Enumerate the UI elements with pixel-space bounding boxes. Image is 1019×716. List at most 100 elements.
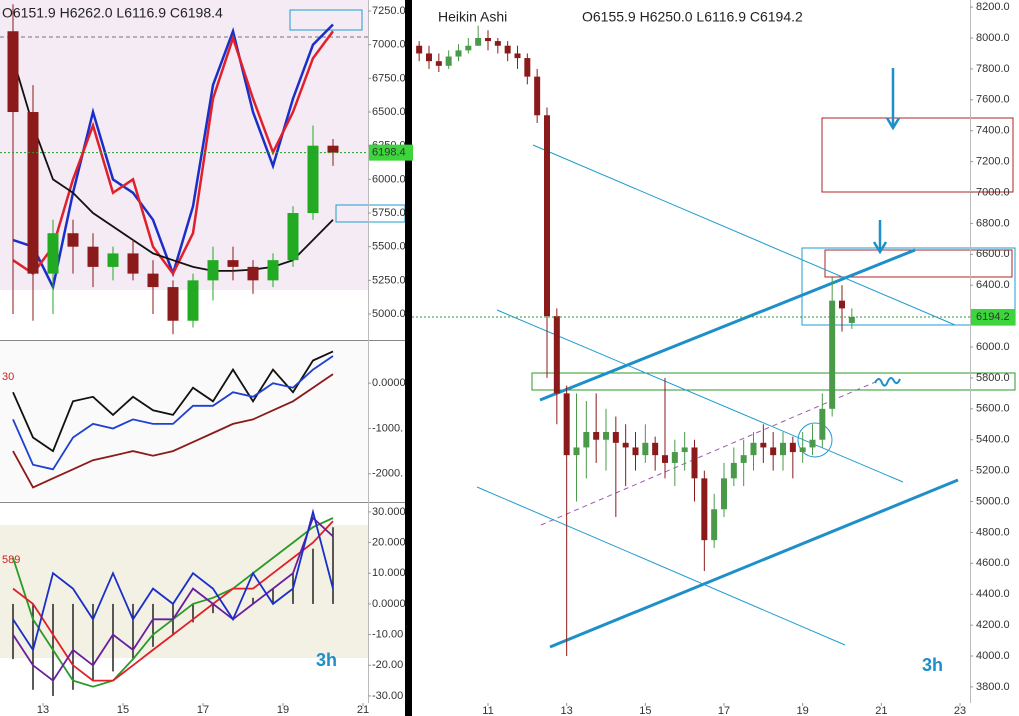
candle-body: [721, 478, 728, 510]
indicator-line: [12, 508, 334, 653]
indicator-line: [12, 520, 334, 682]
trend-line: [549, 478, 959, 649]
candle-body: [465, 45, 472, 51]
candle-body: [760, 442, 767, 448]
y-tick-label: 6000.0: [372, 173, 406, 185]
y-tick-label: 7250.0: [372, 5, 406, 17]
candle-body: [475, 38, 482, 46]
y-tick-label: 5500.0: [372, 241, 406, 253]
y-tick-label: 20.000: [372, 536, 406, 548]
candle-body: [67, 233, 79, 247]
candle-body: [267, 260, 279, 281]
last-price-box: [971, 309, 1015, 326]
y-tick-label: 6500.0: [372, 106, 406, 118]
zone: [531, 372, 1016, 391]
candle-body: [740, 455, 747, 463]
candle-body: [307, 145, 319, 214]
candle-body: [681, 447, 688, 453]
x-tick-label: 19: [277, 704, 289, 716]
last-price-label: 6198.4: [372, 147, 406, 159]
timeframe: 3h: [922, 655, 943, 675]
y-tick-label: -20.00: [372, 659, 403, 671]
y-tick-label: 4400.0: [976, 588, 1010, 600]
candle-body: [435, 61, 442, 66]
y-tick-label: 6750.0: [372, 72, 406, 84]
candle-body: [671, 452, 678, 463]
x-tick-label: 17: [197, 704, 209, 716]
candle-body: [445, 56, 452, 66]
highlight-circle: [797, 422, 833, 458]
x-tick-label: 21: [357, 704, 369, 716]
y-tick-label: 5800.0: [976, 372, 1010, 384]
x-tick-label: 19: [797, 705, 809, 716]
y-tick-label: -2000.: [372, 468, 403, 480]
candle-body: [593, 431, 600, 440]
x-tick-label: 13: [37, 704, 49, 716]
candle-body: [27, 112, 39, 274]
candle-body: [632, 447, 639, 456]
indicator-line: [12, 355, 334, 471]
pane-bg: [0, 0, 368, 290]
last-price-box: [369, 144, 413, 161]
indicator-label: 30: [2, 371, 14, 383]
y-tick-label: 30.000: [372, 506, 406, 518]
y-tick-label: 5250.0: [372, 274, 406, 286]
candle-body: [167, 287, 179, 321]
x-tick-label: 21: [875, 705, 887, 716]
candle-body: [622, 442, 629, 448]
trend-line: [540, 379, 881, 526]
candle-body: [425, 53, 432, 62]
candle-body: [455, 50, 462, 57]
x-tick-label: 13: [561, 705, 573, 716]
candle-body: [750, 442, 757, 456]
candle-body: [799, 447, 806, 453]
candle-body: [730, 462, 737, 479]
candle-body: [642, 442, 649, 456]
squiggle: [874, 377, 901, 387]
y-tick-label: 7200.0: [976, 156, 1010, 168]
ohlc-header: O6151.9 H6262.0 L6116.9 C6198.4: [2, 5, 223, 21]
candle-body: [701, 478, 708, 541]
candle-body: [652, 442, 659, 456]
y-tick-label: 7800.0: [976, 63, 1010, 75]
timeframe: 3h: [316, 650, 337, 670]
candle-body: [504, 45, 511, 54]
y-tick-label: 5200.0: [976, 465, 1010, 477]
indicator-line: [12, 57, 334, 272]
y-tick-label: 10.000: [372, 567, 406, 579]
candle-body: [47, 233, 59, 274]
y-tick-label: 7600.0: [976, 94, 1010, 106]
y-tick-label: 7000.0: [976, 186, 1010, 198]
y-tick-label: 6400.0: [976, 279, 1010, 291]
candle-body: [770, 447, 777, 456]
candle-body: [416, 45, 423, 54]
x-tick-label: 15: [117, 704, 129, 716]
trend-line: [476, 486, 846, 646]
candle-body: [514, 53, 521, 59]
y-tick-label: 4800.0: [976, 526, 1010, 538]
candle-body: [780, 442, 787, 456]
candle-body: [691, 447, 698, 479]
candle-body: [227, 260, 239, 267]
candle-body: [553, 316, 560, 394]
y-tick-label: 8200.0: [976, 1, 1010, 13]
y-tick-label: 0.0000: [372, 598, 406, 610]
trend-line: [532, 144, 956, 326]
x-tick-label: 15: [639, 705, 651, 716]
arrow: [872, 68, 901, 255]
candle-body: [87, 246, 99, 267]
y-tick-label: 0.0000: [372, 377, 406, 389]
x-tick-label: 11: [482, 705, 493, 716]
y-tick-label: -10.00: [372, 629, 403, 641]
candle-body: [809, 439, 816, 448]
y-tick-label: -30.00: [372, 690, 403, 702]
y-tick-label: 5750.0: [372, 207, 406, 219]
ohlc-header: O6155.9 H6250.0 L6116.9 C6194.2: [582, 9, 803, 25]
candle-body: [789, 442, 796, 453]
indicator-line: [12, 516, 334, 682]
y-tick-label: 8000.0: [976, 32, 1010, 44]
y-tick-label: 5400.0: [976, 434, 1010, 446]
candle-body: [494, 41, 501, 46]
y-tick-label: 5600.0: [976, 403, 1010, 415]
